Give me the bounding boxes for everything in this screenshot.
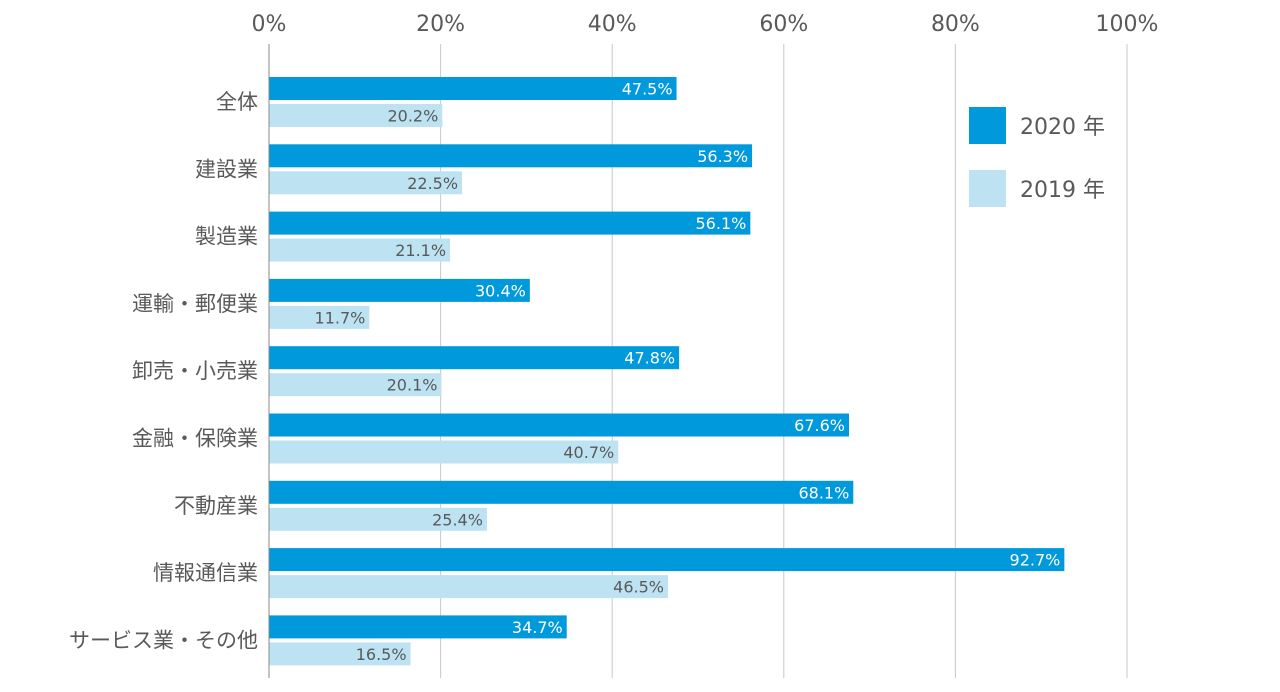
- bars: 47.5% 20.2% 56.3% 22.5% 56.1% 21.1% 30.4% 11.7%…: [269, 77, 1065, 666]
- bar-series-2: [269, 440, 619, 464]
- x-tick-label: 80%: [931, 12, 980, 37]
- data-label: 20.2%: [387, 107, 438, 126]
- data-label: 11.7%: [315, 308, 366, 327]
- category-label: 製造業: [195, 225, 258, 249]
- data-label: 25.4%: [432, 510, 483, 529]
- bar-series-1: [269, 480, 854, 504]
- category-label: 金融・保険業: [132, 427, 258, 451]
- legend: 2020 年 2019 年: [969, 107, 1105, 207]
- data-label: 16.5%: [356, 645, 407, 664]
- legend-label: 2020 年: [1020, 115, 1105, 140]
- legend-swatch: [969, 170, 1006, 207]
- x-tick-label: 60%: [759, 12, 808, 37]
- bar-series-1: [269, 413, 850, 437]
- bar-series-2: [269, 507, 487, 531]
- bar-series-1: [269, 77, 677, 100]
- category-label: 建設業: [195, 157, 258, 181]
- bar-series-1: [269, 346, 680, 370]
- bar-series-2: [269, 575, 668, 599]
- category-label: サービス業・その他: [69, 628, 258, 652]
- x-tick-label: 20%: [416, 12, 465, 37]
- bar-series-1: [269, 615, 567, 639]
- category-label: 不動産業: [174, 494, 258, 518]
- data-label: 40.7%: [563, 443, 614, 462]
- bar-series-2: [269, 104, 443, 127]
- bar-series-1: [269, 278, 530, 302]
- x-axis-ticks: 0% 20% 40% 60% 80% 100%: [252, 12, 1159, 37]
- category-label: 全体: [216, 90, 258, 114]
- bar-series-2: [269, 238, 451, 262]
- x-tick-label: 0%: [252, 12, 287, 37]
- bar-series-1: [269, 211, 751, 235]
- legend-label: 2019 年: [1020, 178, 1105, 203]
- data-label: 56.1%: [696, 214, 747, 233]
- data-label: 92.7%: [1010, 551, 1061, 570]
- x-tick-label: 100%: [1096, 12, 1159, 37]
- data-label: 67.6%: [794, 416, 845, 435]
- data-label: 47.5%: [622, 80, 673, 99]
- legend-swatch: [969, 107, 1006, 144]
- bar-series-2: [269, 373, 442, 397]
- data-label: 30.4%: [475, 281, 526, 300]
- category-label: 運輸・郵便業: [132, 292, 258, 316]
- data-label: 34.7%: [512, 618, 563, 637]
- x-tick-label: 40%: [588, 12, 637, 37]
- category-label: 卸売・小売業: [132, 359, 258, 383]
- data-label: 46.5%: [613, 578, 664, 597]
- bar-series-1: [269, 548, 1065, 572]
- data-label: 47.8%: [624, 349, 675, 368]
- bar-series-2: [269, 305, 370, 329]
- data-label: 68.1%: [798, 483, 849, 502]
- category-labels: 全体建設業製造業運輸・郵便業卸売・小売業金融・保険業不動産業情報通信業サービス業…: [69, 90, 258, 652]
- data-label: 20.1%: [387, 376, 438, 395]
- bar-series-2: [269, 171, 463, 195]
- bar-series-2: [269, 642, 411, 666]
- bar-series-1: [269, 144, 753, 168]
- category-label: 情報通信業: [153, 561, 258, 585]
- data-label: 56.3%: [697, 147, 748, 166]
- data-label: 21.1%: [395, 241, 446, 260]
- data-label: 22.5%: [407, 174, 458, 193]
